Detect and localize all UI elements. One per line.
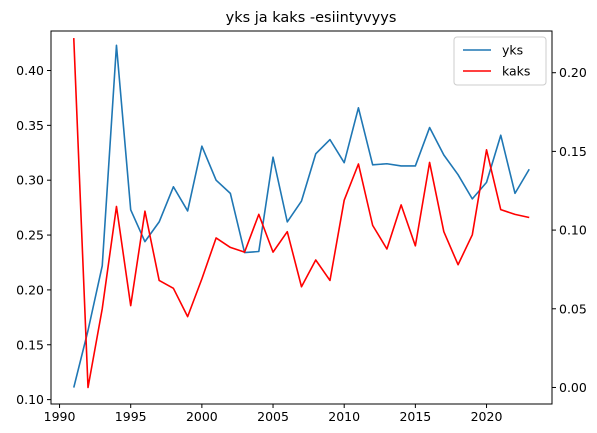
x-tick-label: 1995 [115,409,147,424]
series-lines [72,38,530,389]
y-right-tick-label: 0.10 [559,223,587,238]
axis-ticks: 1990 1995 2000 2005 2010 2015 2020 0.10 0.15 0.20… [16,63,587,424]
y-left-tick-label: 0.40 [16,63,44,78]
legend-label-yks: yks [502,43,523,58]
y-left-tick-label: 0.20 [16,282,44,297]
series-line-yks [72,44,530,388]
y-left-tick-label: 0.35 [16,118,44,133]
legend: yks kaks [453,36,547,86]
y-left-tick-label: 0.15 [16,337,44,352]
x-tick-label: 2000 [186,409,218,424]
legend-box [453,36,547,86]
y-right-tick-label: 0.00 [559,380,587,395]
y-left-tick-label: 0.25 [16,228,44,243]
chart-title: yks ja kaks -esiintyvyys [226,10,397,26]
y-left-tick-label: 0.10 [16,392,44,407]
x-tick-label: 2015 [399,409,431,424]
x-tick-label: 1990 [44,409,76,424]
x-tick-label: 2010 [328,409,360,424]
y-right-tick-label: 0.05 [559,301,587,316]
y-left-tick-label: 0.30 [16,173,44,188]
y-right-tick-label: 0.20 [559,65,587,80]
x-tick-label: 2005 [257,409,289,424]
plot-area [50,30,553,405]
x-tick-label: 2020 [471,409,503,424]
legend-label-kaks: kaks [502,64,530,79]
plot-frame [50,30,553,405]
series-line-kaks [72,38,530,389]
y-right-tick-label: 0.15 [559,144,587,159]
